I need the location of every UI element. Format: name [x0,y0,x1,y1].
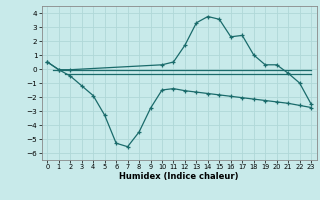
X-axis label: Humidex (Indice chaleur): Humidex (Indice chaleur) [119,172,239,181]
